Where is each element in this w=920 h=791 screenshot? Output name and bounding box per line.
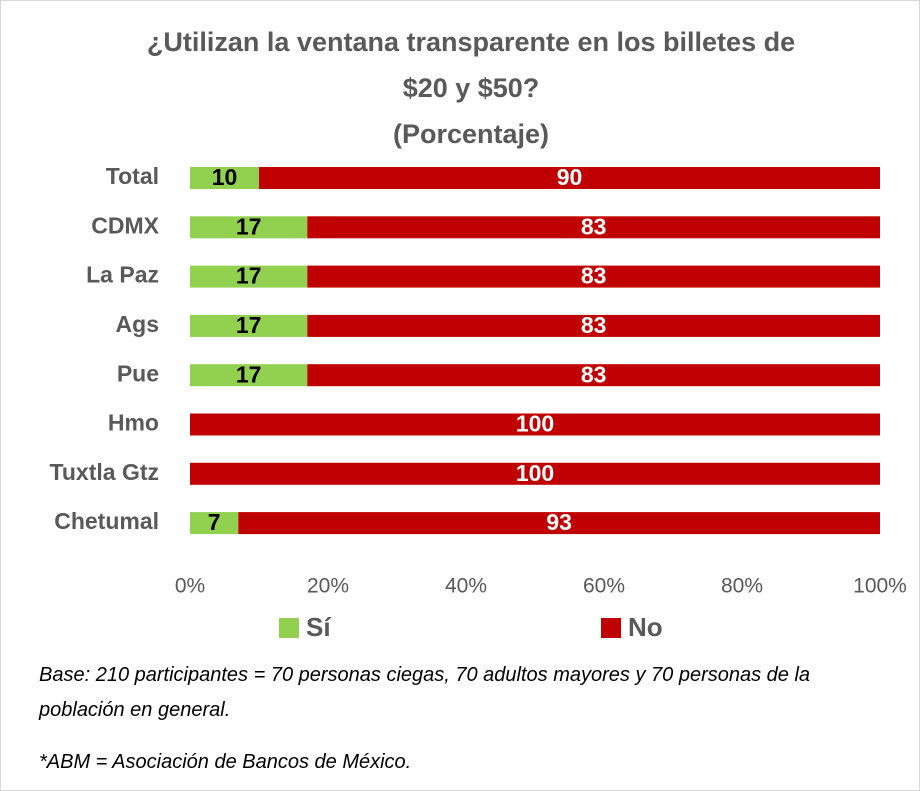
y-tick-label: CDMX [91,212,159,238]
x-tick-label: 60% [583,575,625,598]
bar-segment [259,167,880,189]
y-tick-label: Tuxtla Gtz [50,459,159,485]
data-label: 17 [236,263,262,289]
chart-subtitle: (Porcentaje) [392,119,550,149]
data-label: 7 [208,509,221,535]
data-label: 83 [581,263,607,289]
data-label: 17 [236,361,262,387]
x-tick-label: 80% [721,575,763,598]
bar-segment [190,512,239,535]
data-label: 100 [516,411,554,437]
x-tick-label: 100% [853,575,907,598]
bar-segment [307,364,880,387]
data-label: 90 [557,164,583,190]
data-label: 93 [546,509,572,535]
y-tick-label: Ags [116,311,159,337]
data-label: 83 [581,213,607,239]
bar-segment [190,167,259,189]
y-tick-label: La Paz [86,262,159,288]
legend-swatch [601,618,621,638]
data-label: 10 [212,164,238,190]
legend-label: No [628,612,663,642]
note: *ABM = Asociación de Bancos de México. [39,751,412,773]
bar-segment [190,314,308,337]
bar-segment [190,364,308,387]
y-tick-label: Chetumal [54,508,159,534]
bar-segment [190,216,308,239]
bar-segment [307,216,880,239]
bar-segment [307,314,880,337]
y-tick-label: Total [106,163,159,189]
y-tick-label: Hmo [108,410,159,436]
bar-segment [307,265,880,288]
x-tick-label: 40% [445,575,487,598]
x-tick-label: 20% [307,575,349,598]
data-label: 100 [516,460,554,486]
note: Base: 210 participantes = 70 personas ci… [39,664,811,721]
data-label: 17 [236,312,262,338]
y-tick-label: Pue [117,360,159,386]
bar-segment [238,512,881,535]
legend-label: Sí [306,612,331,642]
bar-segment [190,413,880,436]
data-label: 83 [581,312,607,338]
data-label: 17 [236,213,262,239]
bar-segment [190,462,880,485]
x-tick-label: 0% [175,575,205,598]
legend-swatch [279,618,299,638]
bar-segment [190,265,308,288]
data-label: 83 [581,361,607,387]
chart-title: ¿Utilizan la ventana transparente en los… [146,27,796,103]
